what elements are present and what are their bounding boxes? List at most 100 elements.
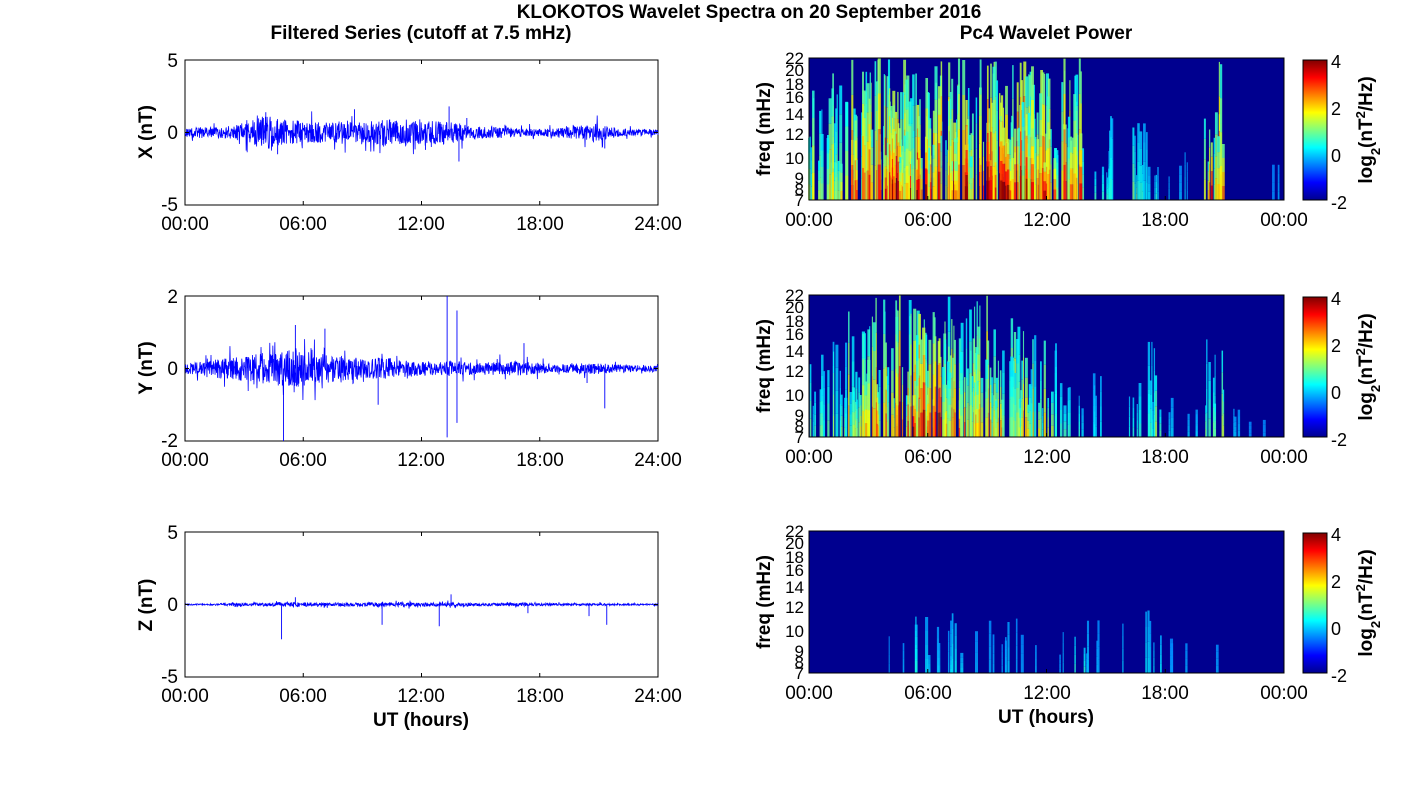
z-series-ticks [184, 531, 659, 678]
y-tick-label: -2 [161, 431, 178, 452]
x-tick-label: 00:00 [785, 683, 833, 704]
z-series-panel: 5 0 -5 00:00 06:00 12:00 18:00 24:00 Z (… [136, 523, 682, 731]
freq-tick-label: 8 [795, 417, 804, 436]
colorbar-tick-label: 0 [1331, 146, 1341, 166]
freq-tick-label: 22 [785, 49, 804, 68]
x-tick-label: 24:00 [634, 214, 682, 235]
freq-tick-label: 9 [795, 642, 804, 661]
colorbar-label: log2(nT2/Hz) [1353, 313, 1383, 420]
x-series-ticks [184, 59, 659, 206]
freq-tick-label: 8 [795, 180, 804, 199]
y-tick-label: 2 [167, 287, 178, 308]
colorbar-tick-label: 0 [1331, 619, 1341, 639]
colorbar-tick-label: 2 [1331, 336, 1341, 356]
y-spectrogram-streaks [809, 295, 1266, 437]
freq-tick-label: 10 [785, 622, 804, 641]
x-tick-label: 24:00 [634, 450, 682, 471]
x-tick-label: 00:00 [161, 450, 209, 471]
x-tick-label: 12:00 [397, 686, 445, 707]
x-tick-label: 06:00 [904, 210, 952, 231]
x-tick-label: 06:00 [904, 447, 952, 468]
x-tick-label: 00:00 [161, 686, 209, 707]
y-spectrogram-freq-labels: 7 8 9 10 12 14 16 18 20 22 [785, 286, 804, 447]
colorbar-tick-label: 0 [1331, 383, 1341, 403]
y-axis-label: Z (nT) [136, 579, 157, 632]
freq-tick-label: 12 [785, 362, 804, 381]
right-column-title: Pc4 Wavelet Power [960, 23, 1133, 44]
colorbar-tick-label: 4 [1331, 525, 1341, 545]
y-spectrogram-ticks [808, 433, 1285, 437]
colorbar-tick-label: 2 [1331, 572, 1341, 592]
x-tick-label: 06:00 [279, 214, 327, 235]
colorbar [1302, 296, 1328, 438]
freq-tick-label: 22 [785, 286, 804, 305]
series-trace-line [184, 111, 659, 155]
y-tick-label: 0 [167, 595, 178, 616]
colorbar-label: log2(nT2/Hz) [1353, 549, 1383, 656]
y-series-trace [184, 296, 659, 441]
x-tick-label: 18:00 [516, 450, 564, 471]
x-spectrogram-ticks [808, 196, 1285, 200]
colorbar-tick-label: 4 [1331, 289, 1341, 309]
freq-tick-label: 14 [785, 342, 804, 361]
x-tick-label: 18:00 [1141, 210, 1189, 231]
freq-tick-label: 8 [795, 653, 804, 672]
x-tick-label: 00:00 [785, 210, 833, 231]
freq-tick-label: 18 [785, 548, 804, 567]
x-tick-label: 12:00 [1023, 683, 1071, 704]
colorbar-tick-label: 2 [1331, 99, 1341, 119]
freq-axis-label: freq (mHz) [754, 82, 775, 176]
freq-tick-label: 14 [785, 578, 804, 597]
colorbar-tick-label: -2 [1331, 193, 1347, 213]
y-tick-label: -5 [161, 195, 178, 216]
z-spectrogram-panel: 7 8 9 10 12 14 16 18 20 22 00:00 06:00 1… [754, 522, 1383, 728]
freq-axis-label: freq (mHz) [754, 555, 775, 649]
x-tick-label: 06:00 [904, 683, 952, 704]
colorbar [1302, 59, 1328, 201]
y-series-panel: 2 0 -2 00:00 06:00 12:00 18:00 24:00 Y (… [136, 287, 682, 471]
y-tick-label: -5 [161, 667, 178, 688]
x-tick-label: 06:00 [279, 450, 327, 471]
freq-tick-label: 12 [785, 598, 804, 617]
z-spectrogram-ticks [808, 669, 1285, 673]
freq-tick-label: 16 [785, 561, 804, 580]
x-tick-label: 18:00 [1141, 447, 1189, 468]
x-tick-label: 00:00 [1260, 210, 1308, 231]
colorbar-label: log2(nT2/Hz) [1353, 76, 1383, 183]
x-tick-label: 06:00 [279, 686, 327, 707]
x-tick-label: 00:00 [1260, 683, 1308, 704]
colorbar-tick-label: -2 [1331, 430, 1347, 450]
freq-tick-label: 10 [785, 386, 804, 405]
freq-axis-label: freq (mHz) [754, 319, 775, 413]
y-tick-label: 0 [167, 359, 178, 380]
series-trace-line [184, 339, 659, 401]
x-spectrogram-streaks [808, 58, 1280, 200]
y-spectrogram-panel: 7 8 9 10 12 14 16 18 20 22 00:00 06:00 1… [754, 286, 1383, 468]
z-series-trace [184, 594, 659, 640]
freq-tick-label: 20 [785, 61, 804, 80]
freq-tick-label: 16 [785, 325, 804, 344]
freq-tick-label: 14 [785, 105, 804, 124]
x-tick-label: 12:00 [397, 450, 445, 471]
freq-tick-label: 18 [785, 75, 804, 94]
x-series-trace [184, 106, 659, 162]
freq-tick-label: 20 [785, 534, 804, 553]
freq-tick-label: 7 [795, 664, 804, 683]
freq-tick-label: 7 [795, 191, 804, 210]
freq-tick-label: 7 [795, 428, 804, 447]
x-spectrogram-panel: 7 8 9 10 12 14 16 18 20 22 00:00 06:00 1… [754, 49, 1383, 231]
x-spectrogram-freq-labels: 7 8 9 10 12 14 16 18 20 22 [785, 49, 804, 210]
y-axis-label: Y (nT) [136, 341, 157, 394]
x-tick-label: 12:00 [1023, 210, 1071, 231]
x-tick-label: 12:00 [397, 214, 445, 235]
x-tick-label: 18:00 [516, 686, 564, 707]
y-tick-label: 5 [167, 523, 178, 544]
y-axis-label: X (nT) [136, 105, 157, 159]
colorbar [1302, 532, 1328, 674]
y-tick-label: 0 [167, 123, 178, 144]
freq-tick-label: 20 [785, 298, 804, 317]
freq-tick-label: 9 [795, 406, 804, 425]
z-spectrogram-freq-labels: 7 8 9 10 12 14 16 18 20 22 [785, 522, 804, 683]
x-axis-label: UT (hours) [998, 707, 1094, 728]
